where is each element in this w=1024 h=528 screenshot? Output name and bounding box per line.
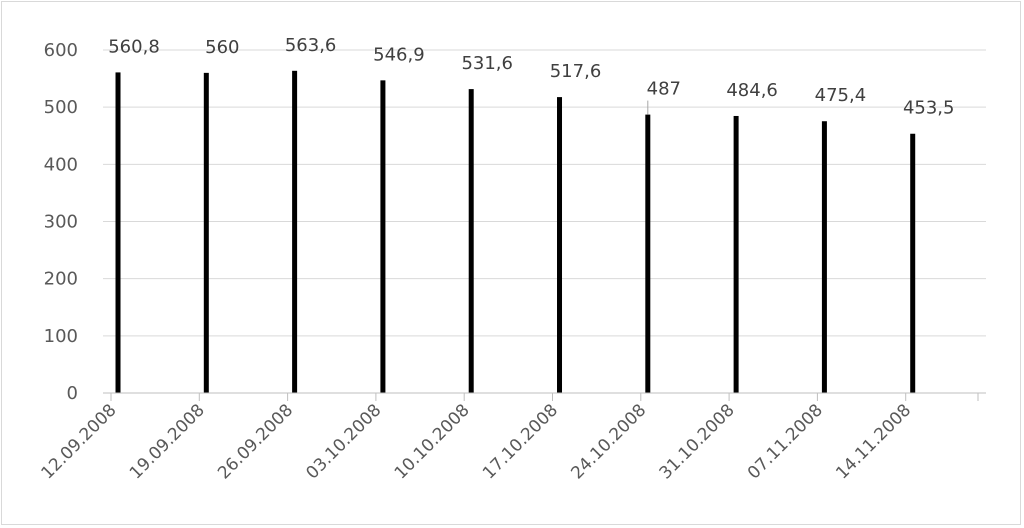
bar <box>468 89 474 394</box>
y-tick-label: 200 <box>44 269 78 290</box>
x-tick-label: 17.10.2008 <box>479 400 562 483</box>
x-tick-label: 12.09.2008 <box>38 400 121 483</box>
bars <box>115 70 916 394</box>
y-axis: 0 100 200 300 400 500 600 <box>44 40 78 404</box>
x-tick-label: 26.09.2008 <box>214 400 297 483</box>
x-tick-label: 03.10.2008 <box>302 400 385 483</box>
y-tick-label: 500 <box>44 97 78 118</box>
bar <box>115 72 121 393</box>
data-label: 517,6 <box>550 61 602 82</box>
bar <box>821 121 827 393</box>
bar <box>380 80 386 393</box>
data-label: 453,5 <box>903 98 955 119</box>
bar <box>203 72 209 393</box>
x-tick-label: 24.10.2008 <box>567 400 650 483</box>
data-label: 563,6 <box>285 35 337 56</box>
bar <box>733 115 739 393</box>
bar <box>645 114 651 394</box>
data-label: 546,9 <box>373 44 425 65</box>
gridlines <box>103 49 986 337</box>
x-axis: 12.09.2008 19.09.2008 26.09.2008 03.10.2008… <box>38 392 986 483</box>
bar <box>292 70 298 394</box>
data-label: 487 <box>647 79 681 100</box>
y-tick-label: 100 <box>44 326 78 347</box>
x-tick-label: 31.10.2008 <box>656 400 739 483</box>
x-tick-label: 14.11.2008 <box>832 400 915 483</box>
y-tick-label: 400 <box>44 154 78 175</box>
y-tick-label: 0 <box>67 383 78 404</box>
data-label: 484,6 <box>726 80 778 101</box>
bar <box>557 97 563 393</box>
x-tick-label: 19.09.2008 <box>126 400 209 483</box>
data-label: 475,4 <box>815 85 867 106</box>
data-label: 560,8 <box>108 36 160 57</box>
bar <box>910 133 916 394</box>
data-label: 531,6 <box>461 53 513 74</box>
y-tick-label: 300 <box>44 212 78 233</box>
x-tick-label: 10.10.2008 <box>391 400 474 483</box>
data-label: 560 <box>205 37 239 58</box>
x-tick-label: 07.11.2008 <box>744 400 827 483</box>
y-tick-label: 600 <box>44 40 78 61</box>
data-labels: 560,8 560 563,6 546,9 531,6 517,6 487 484,6 475,… <box>108 35 954 119</box>
